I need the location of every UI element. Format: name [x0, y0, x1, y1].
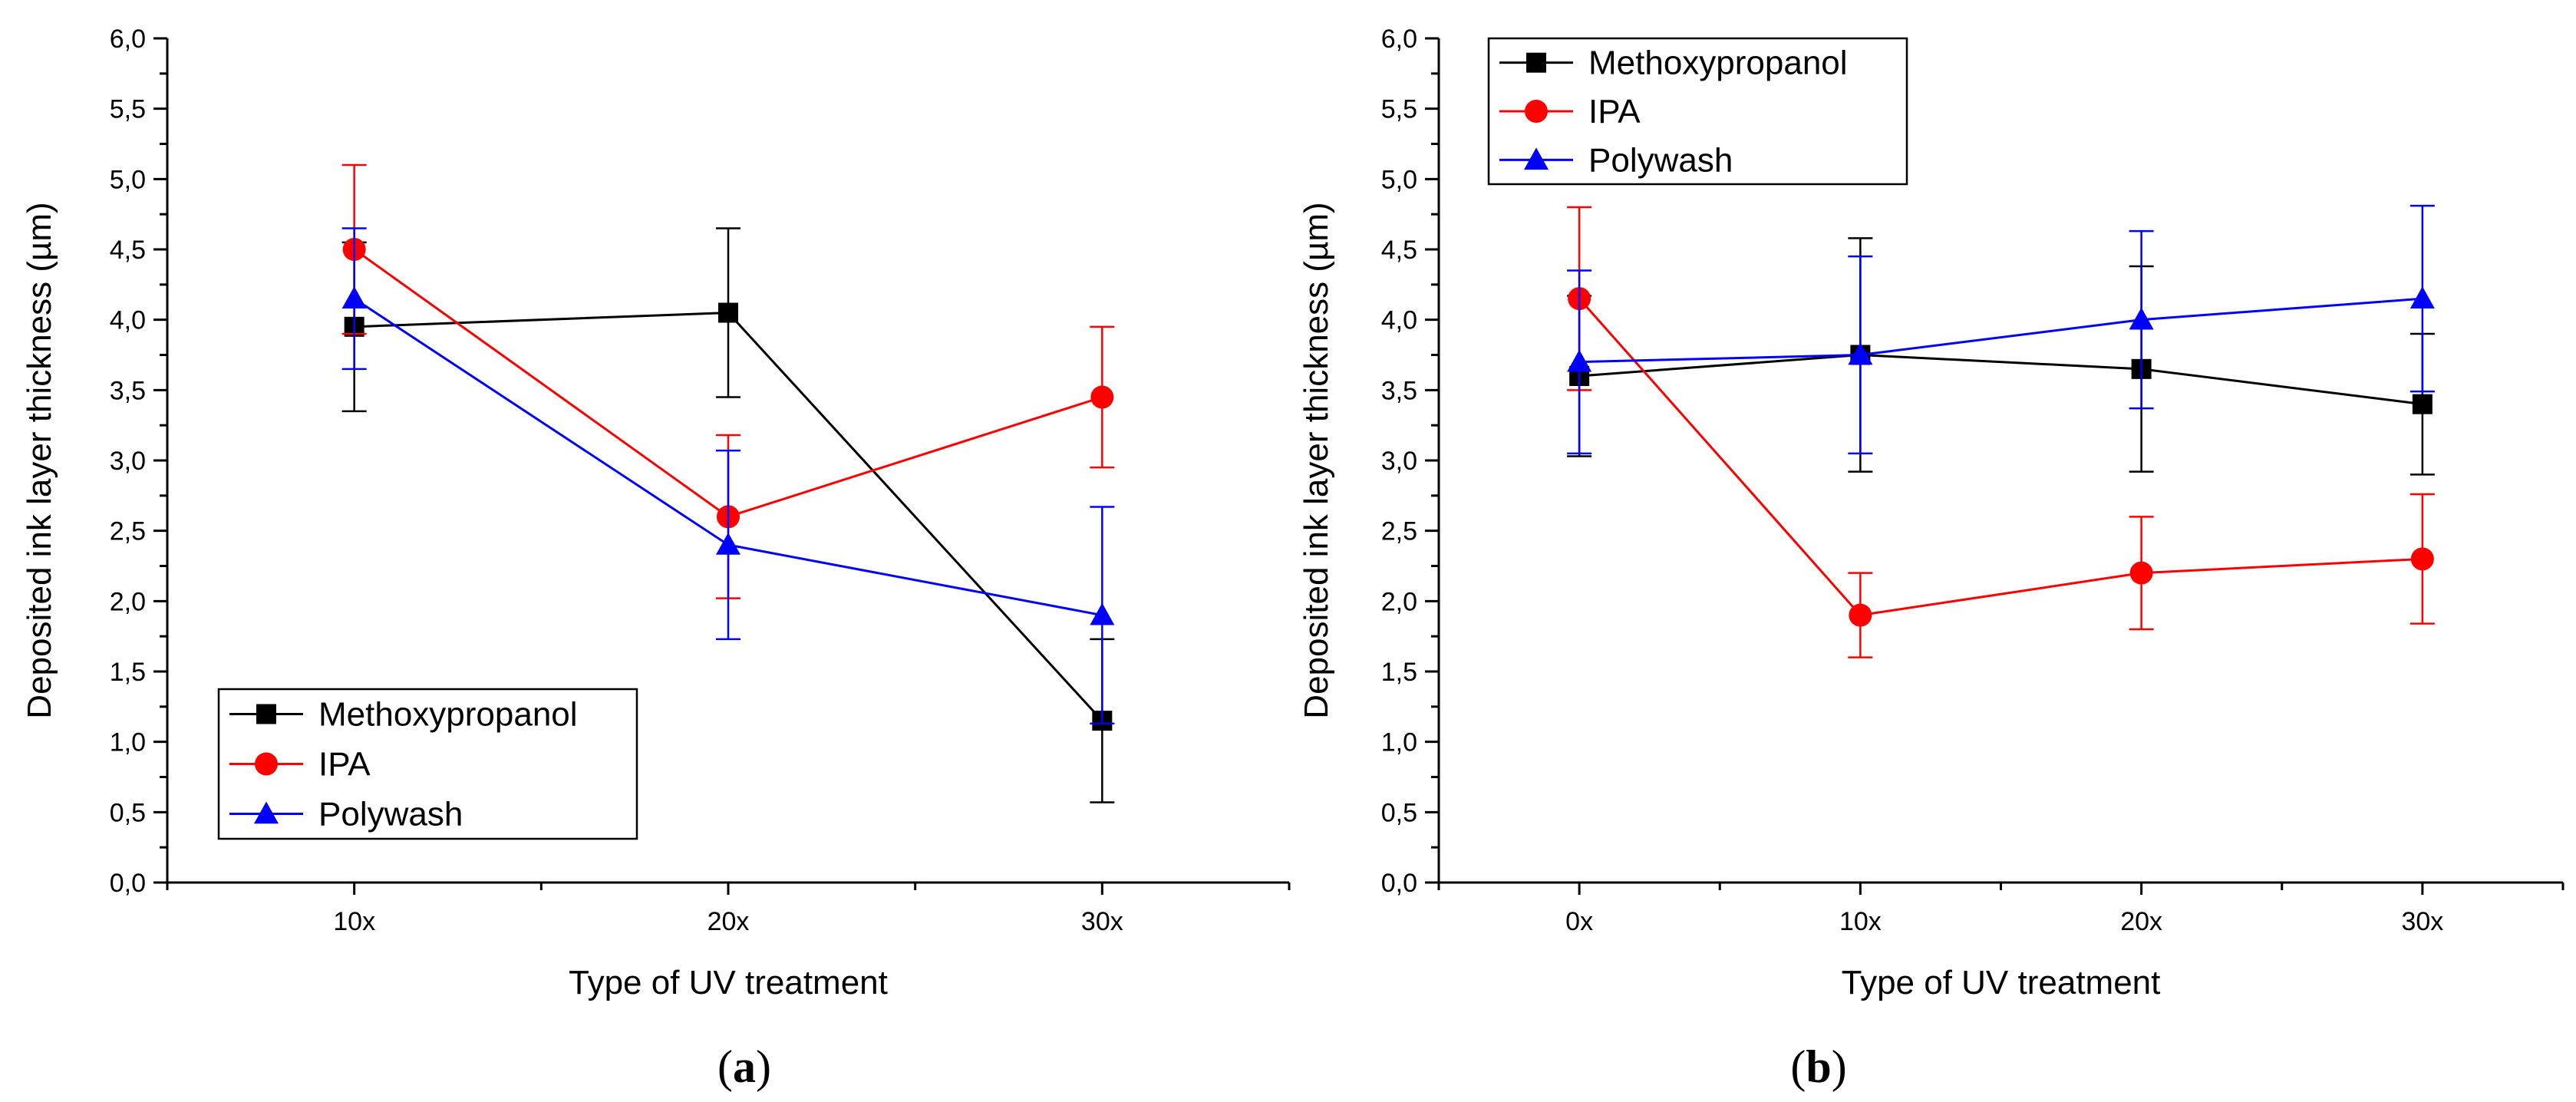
y-tick-label: 3,0 — [1381, 447, 1417, 476]
legend-marker-triangle — [1524, 147, 1549, 170]
y-tick-label: 1,5 — [1381, 658, 1417, 687]
legend-marker-circle — [1525, 100, 1548, 123]
y-tick-label: 2,5 — [1381, 517, 1417, 546]
chart-panel-b: 0,0 0,5 1,0 1,5 2,0 2,5 3,0 3,5 4,0 4,5 5,0 5,5 6,0 0… — [1298, 25, 2564, 1001]
data-point-square — [718, 302, 738, 323]
legend-label: Polywash — [318, 796, 463, 833]
y-tick-label: 5,0 — [110, 165, 146, 194]
panel-label-a: (a) — [717, 1041, 771, 1092]
series-polywash — [341, 227, 1115, 725]
data-point-triangle — [1567, 349, 1592, 372]
y-tick-label: 2,0 — [1381, 587, 1417, 616]
panel-label-b-letter: b — [1806, 1041, 1831, 1092]
y-tick-label: 3,5 — [110, 376, 146, 405]
y-tick-label: 6,0 — [1381, 25, 1417, 54]
y-tick-label: 2,5 — [110, 517, 146, 546]
legend-marker-square — [256, 704, 276, 724]
y-axis-title: Deposited ink layer thickness (µm) — [21, 202, 58, 718]
y-tick-label: 3,5 — [1381, 376, 1417, 405]
x-tick-label: 0x — [1565, 907, 1593, 936]
legend-label: Methoxypropanol — [1588, 45, 1848, 82]
legend-marker-square — [1526, 52, 1546, 73]
data-point-square — [2412, 394, 2433, 414]
legend-label: IPA — [1588, 93, 1641, 130]
y-tick-label: 2,0 — [110, 587, 146, 616]
data-point-triangle — [716, 533, 740, 555]
y-tick-label: 5,0 — [1381, 165, 1417, 194]
y-tick-label: 4,0 — [110, 306, 146, 335]
y-tick-label: 0,5 — [110, 798, 146, 827]
panel-label-a-close: ) — [756, 1041, 771, 1092]
y-tick-label: 5,5 — [110, 95, 146, 124]
legend-marker-triangle — [254, 801, 279, 824]
y-tick-label: 0,0 — [1381, 869, 1417, 898]
legend: Methoxypropanol IPA Polywash — [217, 688, 638, 840]
series-line — [1578, 298, 2423, 617]
data-point-circle — [2410, 547, 2434, 571]
data-point-triangle — [341, 286, 367, 308]
y-tick-label: 3,0 — [110, 447, 146, 476]
y-tick-label: 5,5 — [1381, 95, 1417, 124]
y-tick-label: 6,0 — [110, 25, 146, 54]
panel-label-a-open: ( — [717, 1041, 733, 1092]
panel-label-b-open: ( — [1790, 1041, 1806, 1092]
y-tick-label: 4,5 — [110, 236, 146, 265]
legend-label: Methoxypropanol — [318, 696, 578, 734]
y-tick-label: 1,5 — [110, 658, 146, 687]
x-tick-label: 10x — [1839, 907, 1882, 936]
y-tick-label: 4,0 — [1381, 306, 1417, 335]
legend-label: IPA — [318, 746, 371, 784]
x-tick-label: 30x — [1081, 907, 1123, 936]
legend: Methoxypropanol IPA Polywash — [1487, 37, 1908, 186]
panel-label-a-letter: a — [733, 1041, 756, 1092]
data-point-circle — [1090, 385, 1114, 409]
x-axis-title: Type of UV treatment — [1842, 964, 2161, 1001]
legend-marker-circle — [255, 752, 278, 776]
series-line — [1579, 353, 2423, 406]
y-tick-label: 0,5 — [1381, 798, 1417, 827]
data-point-circle — [2129, 561, 2153, 585]
series-methoxypropanol — [1567, 237, 2435, 476]
data-point-triangle — [2129, 307, 2154, 330]
series-line — [1579, 297, 2423, 364]
data-point-triangle — [1090, 602, 1115, 625]
legend-label: Polywash — [1588, 141, 1733, 179]
x-tick-label: 10x — [333, 907, 375, 936]
y-tick-label: 0,0 — [110, 869, 146, 898]
series-ipa — [1567, 206, 2435, 658]
x-tick-label: 30x — [2401, 907, 2443, 936]
x-axis-title: Type of UV treatment — [569, 964, 888, 1001]
x-tick-label: 20x — [2120, 907, 2162, 936]
y-tick-label: 1,0 — [1381, 728, 1417, 757]
y-tick-label: 1,0 — [110, 728, 146, 757]
data-point-triangle — [1848, 342, 1873, 365]
data-point-triangle — [2409, 286, 2435, 308]
data-point-circle — [1849, 603, 1872, 627]
y-tick-label: 4,5 — [1381, 236, 1417, 265]
panel-label-b: (b) — [1790, 1041, 1846, 1092]
chart-panel-a: 0,0 0,5 1,0 1,5 2,0 2,5 3,0 3,5 4,0 4,5 5,0 5,5 6,0 1… — [21, 25, 1291, 1001]
x-tick-label: 20x — [707, 907, 750, 936]
panel-label-b-close: ) — [1832, 1041, 1847, 1092]
series-polywash — [1567, 204, 2435, 455]
y-axis-title: Deposited ink layer thickness (µm) — [1298, 202, 1335, 718]
